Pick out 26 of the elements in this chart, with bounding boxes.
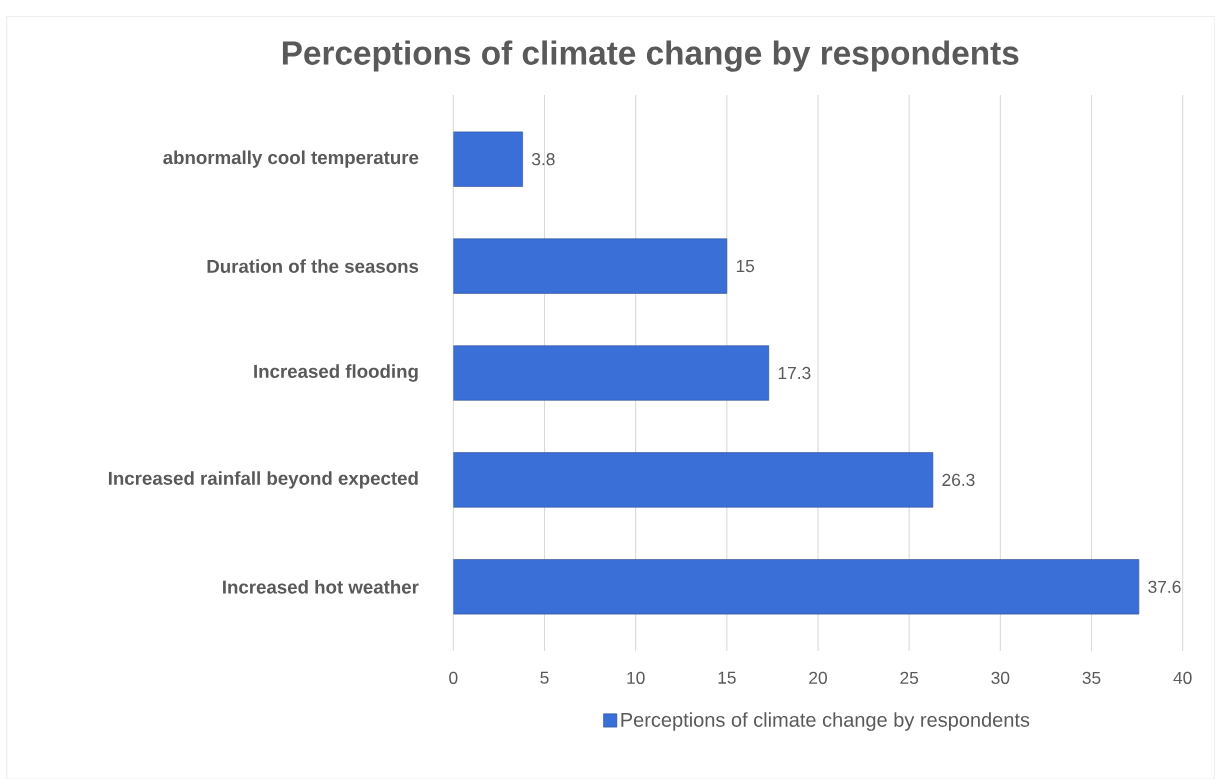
data-label: 37.6: [1148, 580, 1181, 593]
data-label: 17.3: [778, 366, 811, 380]
data-label: 15: [736, 259, 755, 272]
x-tick-label: 0: [449, 671, 458, 684]
x-tick-label: 25: [900, 671, 919, 684]
x-tick-label: 20: [809, 671, 827, 684]
data-label: 26.3: [942, 473, 975, 486]
x-tick-label: 40: [1173, 671, 1192, 684]
x-tick-label: 35: [1082, 671, 1101, 684]
chart-title: Perceptions of climate change by respondents: [282, 40, 1019, 72]
bar: [453, 559, 1140, 615]
x-tick-label: 30: [991, 671, 1010, 684]
x-tick-label: 5: [540, 671, 549, 684]
legend-label: Perceptions of climate change by respondents: [621, 712, 1030, 731]
bar: [453, 131, 523, 187]
x-tick-label: 15: [718, 671, 736, 684]
bar: [453, 452, 934, 508]
y-tick-label: Duration of the seasons: [207, 259, 419, 273]
x-tick-label: 10: [627, 671, 645, 684]
bar: [453, 238, 728, 294]
y-tick-label: Increased flooding: [254, 364, 418, 382]
bar: [453, 345, 770, 401]
y-tick-label: Increased hot weather: [223, 579, 419, 594]
y-tick-label: abnormally cool temperature: [163, 150, 419, 168]
y-tick-label: Increased rainfall beyond expected: [108, 471, 418, 489]
data-label: 3.8: [532, 152, 555, 166]
